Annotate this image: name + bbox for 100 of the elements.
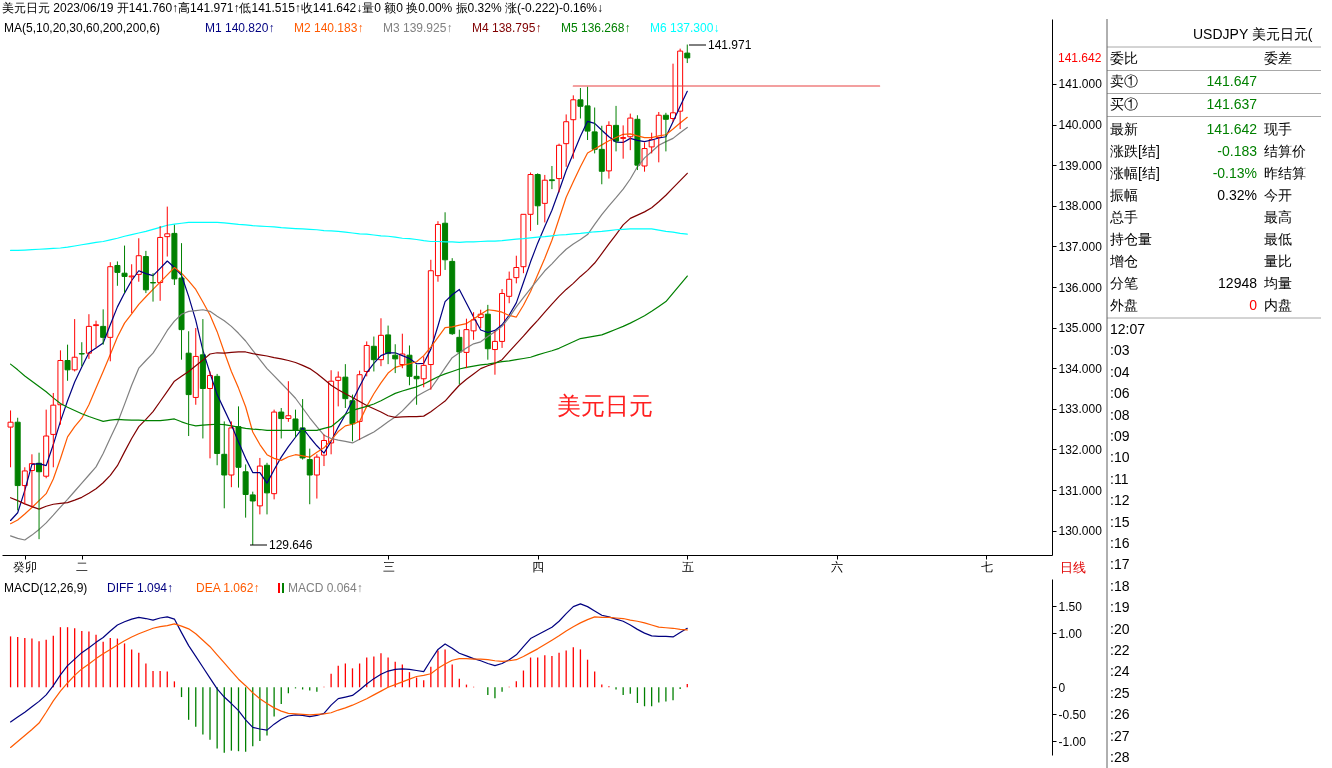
text: 0 xyxy=(1249,297,1258,313)
candlestick xyxy=(641,141,648,173)
candlestick xyxy=(377,317,384,367)
candlestick xyxy=(164,206,171,258)
text: :03 xyxy=(1110,342,1130,359)
candlestick xyxy=(313,453,320,500)
text: :26 xyxy=(1110,706,1130,723)
candlestick xyxy=(655,111,662,163)
candlestick xyxy=(264,462,270,515)
y-tick-label: 132.000 xyxy=(1058,442,1103,457)
text: 141.642 xyxy=(1058,51,1102,65)
y-tick-label: 134.000 xyxy=(1058,361,1103,376)
candlestick xyxy=(228,420,235,488)
text: :09 xyxy=(1110,428,1130,444)
candlestick xyxy=(43,409,50,479)
text: M3 139.925↑ xyxy=(383,21,453,35)
chart-title: 美元日元 2023/06/19 开141.760↑高141.971↑低141.515↑收141.642↓量0 额0 换0.00% 振0.32% 涨(-0.222)-0.16%↓ xyxy=(2,1,604,15)
y-tick-label: 140.000 xyxy=(1058,118,1103,133)
category-label: 结算价 xyxy=(1264,143,1306,159)
x-tick-label: 二 xyxy=(76,559,89,574)
text: M2 140.183↑ xyxy=(294,21,364,35)
candlestick xyxy=(271,409,278,500)
category-label: 昨结算 xyxy=(1264,165,1306,181)
y-tick-label: 137.000 xyxy=(1058,239,1103,254)
text: M5 136.268↑ xyxy=(561,21,631,35)
candlestick xyxy=(392,343,399,374)
candlestick xyxy=(64,344,71,382)
text: 日线 xyxy=(1060,560,1086,575)
y-tick-label: 130.000 xyxy=(1058,524,1103,539)
y-tick-label: 141.000 xyxy=(1058,77,1103,92)
x-tick-label: 四 xyxy=(532,559,545,574)
candlestick xyxy=(157,225,164,302)
x-tick-label: 六 xyxy=(831,559,844,574)
candlestick xyxy=(100,308,107,346)
text: :19 xyxy=(1110,599,1130,616)
x-tick-label: 三 xyxy=(382,559,395,574)
candlestick xyxy=(363,340,370,377)
category-label: 现手 xyxy=(1264,121,1292,137)
candlestick xyxy=(634,114,641,171)
candlestick xyxy=(50,392,57,468)
candlestick xyxy=(256,457,263,515)
y-tick-label: 133.000 xyxy=(1058,402,1103,417)
candlestick xyxy=(342,363,349,409)
category-label: 量比 xyxy=(1264,253,1292,269)
candlestick xyxy=(556,143,563,193)
candlestick xyxy=(128,263,135,314)
candlestick xyxy=(7,409,14,468)
text: :10 xyxy=(1110,449,1130,466)
candlestick xyxy=(107,261,114,362)
candlestick xyxy=(627,113,634,151)
text: :16 xyxy=(1110,535,1130,551)
text: M4 138.795↑ xyxy=(472,21,542,35)
y-tick-label: 136.000 xyxy=(1058,280,1103,295)
candlestick xyxy=(335,370,342,407)
text: 141.637 xyxy=(1206,96,1258,112)
text: :11 xyxy=(1110,470,1129,487)
text: :24 xyxy=(1110,663,1130,680)
candlestick xyxy=(534,174,541,226)
category-label: 涨跌[结] xyxy=(1110,143,1160,159)
annotation: 129.646 xyxy=(269,538,313,552)
x-tick-label: 五 xyxy=(681,559,694,574)
text: :28 xyxy=(1110,749,1130,765)
candlestick xyxy=(563,113,570,168)
category-label: 最新 xyxy=(1110,121,1138,137)
candlestick xyxy=(442,211,449,271)
text: :18 xyxy=(1110,577,1130,594)
text: 141.647 xyxy=(1206,73,1258,89)
text: 12:07 xyxy=(1110,321,1146,337)
candlestick xyxy=(14,417,21,511)
candlestick xyxy=(135,237,142,283)
category-label: 委差 xyxy=(1264,50,1292,66)
text: 12948 xyxy=(1218,275,1258,291)
text: M6 137.300↓ xyxy=(650,21,720,35)
category-label: 委比 xyxy=(1110,50,1138,66)
text: :25 xyxy=(1110,684,1130,701)
category-label: 外盘 xyxy=(1110,297,1138,313)
candlestick xyxy=(192,327,199,406)
category-label: 均量 xyxy=(1264,275,1292,291)
candlestick xyxy=(121,245,128,294)
category-label: 总手 xyxy=(1110,209,1138,225)
category-label: 持仓量 xyxy=(1110,231,1152,247)
y-tick-label: 131.000 xyxy=(1058,483,1103,498)
candlestick xyxy=(620,124,627,160)
candlestick xyxy=(285,380,292,423)
text: :17 xyxy=(1110,556,1130,573)
x-tick-label: 癸卯 xyxy=(13,559,38,574)
line-series xyxy=(9,172,688,510)
y-tick-label: 138.000 xyxy=(1058,199,1103,214)
candlestick xyxy=(449,257,456,335)
annotation: 美元日元 xyxy=(557,392,653,419)
text: :27 xyxy=(1110,727,1130,744)
text: -0.183 xyxy=(1217,143,1258,159)
legend-title: MA(5,10,20,30,60,200,200,6) xyxy=(4,21,161,35)
text: :12 xyxy=(1110,492,1130,509)
annotation: 141.971 xyxy=(708,38,752,52)
text: M1 140.820↑ xyxy=(205,21,275,35)
candlestick xyxy=(570,94,577,160)
text: :08 xyxy=(1110,406,1130,423)
category-label: 增仓 xyxy=(1110,253,1138,269)
category-label: 最低 xyxy=(1264,231,1292,247)
